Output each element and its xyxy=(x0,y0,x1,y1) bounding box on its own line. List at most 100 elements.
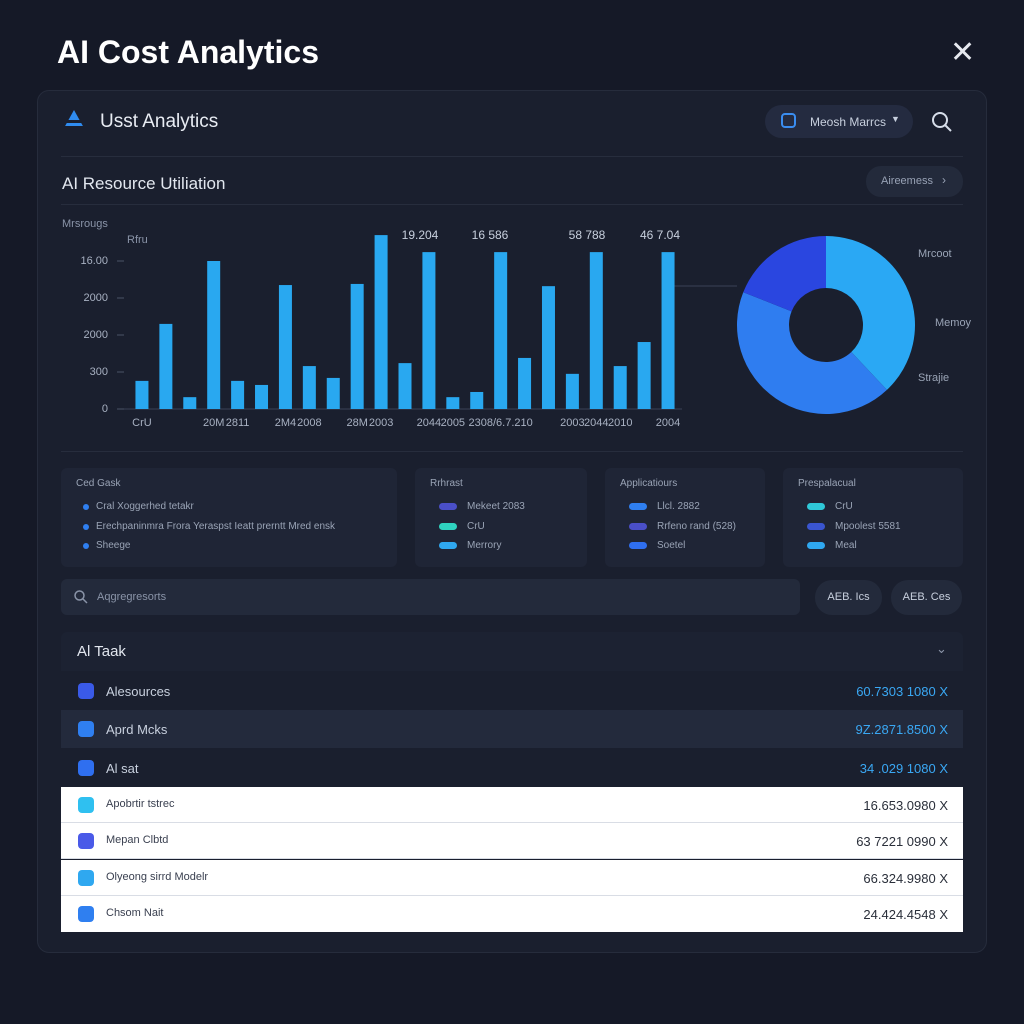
table-row[interactable] xyxy=(61,787,963,823)
close-button[interactable]: ✕ xyxy=(950,36,976,69)
table-row[interactable] xyxy=(61,748,963,787)
row-icon xyxy=(78,683,94,699)
card-item: Mpoolest 5581 xyxy=(835,520,901,532)
bar xyxy=(374,235,388,409)
y-tick-label: 16.00 xyxy=(80,255,108,267)
bar xyxy=(231,380,245,409)
row-label: Chsom Nait xyxy=(106,906,164,919)
bar xyxy=(589,252,603,409)
bar xyxy=(135,380,149,409)
table-header xyxy=(61,632,963,671)
table-row[interactable] xyxy=(61,859,963,896)
search-placeholder: Aqgregresorts xyxy=(97,591,167,603)
bullet xyxy=(83,523,89,530)
x-tick-label: 2044 xyxy=(584,417,608,429)
section-button-arrow: › xyxy=(942,173,946,187)
divider xyxy=(61,451,963,452)
x-tick-label: 2003 xyxy=(369,417,393,429)
pie-label: Memoy xyxy=(935,317,972,329)
x-tick-label: 2005 xyxy=(441,417,465,429)
annotation: 16 586 xyxy=(472,228,509,242)
bullet xyxy=(807,542,825,549)
row-icon xyxy=(78,797,94,813)
x-tick-label: 2811 xyxy=(226,417,250,429)
card-item: Mekeet 2083 xyxy=(467,501,525,512)
x-tick-label: 2M4 xyxy=(275,417,296,429)
divider xyxy=(61,204,963,205)
row-label: Alesources xyxy=(106,684,171,699)
search-icon[interactable] xyxy=(930,110,954,134)
bullet xyxy=(439,542,457,549)
page-title: AI Cost Analytics xyxy=(57,34,319,70)
card-item: CrU xyxy=(467,520,485,532)
annotation: 46 7.04 xyxy=(640,228,680,242)
chart-subtitle: Mrsrougs xyxy=(62,218,108,230)
filter-button[interactable]: AEB. Ics xyxy=(815,580,882,615)
x-tick-label: 2004 xyxy=(656,417,680,429)
table-row[interactable] xyxy=(61,710,963,749)
y-tick-label: 0 xyxy=(102,403,108,415)
bullet xyxy=(439,522,457,530)
card xyxy=(783,468,963,567)
bullet xyxy=(807,522,825,530)
table-row[interactable] xyxy=(61,672,963,710)
row-value: 16.653.0980 X xyxy=(863,798,948,813)
card-item: CrU xyxy=(835,501,853,512)
pie-slice xyxy=(826,236,915,390)
y-tick-label: 2000 xyxy=(84,329,108,341)
x-tick-label: 2308/6.7.210 xyxy=(469,417,533,429)
bar xyxy=(183,397,197,409)
dropdown-icon xyxy=(781,113,796,128)
bullet xyxy=(83,543,89,549)
filter-button[interactable]: AEB. Ces xyxy=(891,580,962,615)
table-row[interactable] xyxy=(61,895,963,932)
table-row[interactable] xyxy=(61,823,963,860)
card-title: Rrhrast xyxy=(430,478,463,489)
row-value: 9Z.2871.8500 X xyxy=(855,722,948,738)
row-label: Apobrtir tstrec xyxy=(106,798,175,810)
dropdown-caret: ▼ xyxy=(891,114,900,124)
table-collapse[interactable]: ⌄ xyxy=(936,641,947,656)
row-value: 34 .029 1080 X xyxy=(859,760,948,776)
x-tick-label: 28M xyxy=(346,417,367,429)
y-tick-label: 300 xyxy=(90,366,108,378)
card-title: Ced Gask xyxy=(76,478,121,489)
bar xyxy=(470,391,484,409)
card xyxy=(61,468,397,567)
card xyxy=(605,468,765,567)
annotation: 58 788 xyxy=(569,228,606,242)
x-tick-label: 2008 xyxy=(297,417,321,429)
dropdown[interactable] xyxy=(765,105,913,138)
row-icon xyxy=(78,905,94,922)
pie-slice xyxy=(743,236,826,312)
card-title: Applicatiours xyxy=(620,478,678,489)
pie-slice xyxy=(737,292,887,414)
x-tick-label: CrU xyxy=(132,417,152,429)
table-title: Al Taak xyxy=(77,643,126,660)
search-bar[interactable] xyxy=(61,579,800,615)
card xyxy=(415,468,587,567)
annotation: 19.204 xyxy=(402,228,439,242)
pie-label: Strajie xyxy=(918,372,949,384)
bar xyxy=(350,283,364,409)
x-tick-label: 2044 xyxy=(417,417,441,429)
bar xyxy=(446,397,460,409)
panel-icon xyxy=(62,110,86,129)
bullet xyxy=(629,542,647,549)
bullet xyxy=(439,503,457,510)
bar xyxy=(661,252,675,409)
card-item: Soetel xyxy=(657,540,686,551)
bar xyxy=(613,366,627,409)
bar xyxy=(494,252,508,409)
bar xyxy=(398,363,412,409)
section-button[interactable] xyxy=(866,166,963,197)
row-value: 60.7303 1080 X xyxy=(856,684,948,699)
card-title: Prespalacual xyxy=(798,478,856,489)
card-item: Meal xyxy=(835,540,857,551)
row-value: 24.424.4548 X xyxy=(863,906,948,922)
bullet xyxy=(629,503,647,510)
card-item: Rrfeno rand (528) xyxy=(657,520,736,532)
card-item: Sheege xyxy=(96,540,131,551)
